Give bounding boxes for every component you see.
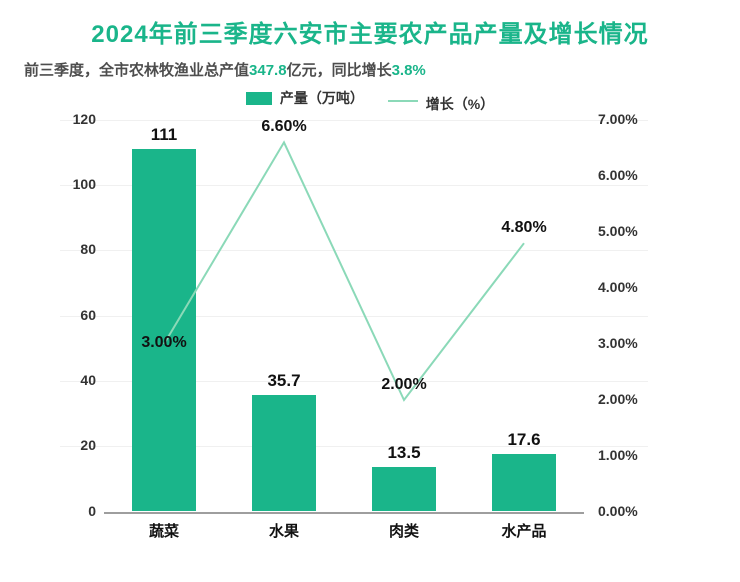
line-value-label: 2.00% bbox=[381, 376, 426, 394]
growth-line bbox=[60, 120, 648, 512]
line-value-label: 3.00% bbox=[141, 334, 186, 352]
legend-bar: 产量（万吨） bbox=[246, 88, 364, 108]
subtitle-value-2: 3.8% bbox=[392, 62, 426, 79]
legend-line: 增长（%） bbox=[388, 94, 494, 114]
chart-subtitle: 前三季度，全市农林牧渔业总产值347.8亿元，同比增长3.8% bbox=[24, 59, 716, 80]
legend-bar-label: 产量（万吨） bbox=[280, 88, 364, 108]
plot-area: 0204060801001200.00%1.00%2.00%3.00%4.00%… bbox=[60, 120, 648, 512]
category-label: 水产品 bbox=[501, 520, 546, 541]
line-value-label: 6.60% bbox=[261, 118, 306, 136]
x-axis-line bbox=[104, 512, 584, 514]
legend-line-label: 增长（%） bbox=[426, 94, 494, 114]
category-label: 肉类 bbox=[389, 520, 419, 541]
chart-title: 2024年前三季度六安市主要农产品产量及增长情况 bbox=[24, 14, 716, 49]
legend-bar-swatch bbox=[246, 92, 272, 105]
category-label: 水果 bbox=[269, 520, 299, 541]
subtitle-mid: 亿元，同比增长 bbox=[287, 62, 392, 79]
legend-line-swatch bbox=[388, 100, 418, 102]
subtitle-prefix: 前三季度，全市农林牧渔业总产值 bbox=[24, 62, 249, 79]
line-value-label: 4.80% bbox=[501, 219, 546, 237]
category-label: 蔬菜 bbox=[149, 520, 179, 541]
subtitle-value-1: 347.8 bbox=[249, 62, 287, 79]
